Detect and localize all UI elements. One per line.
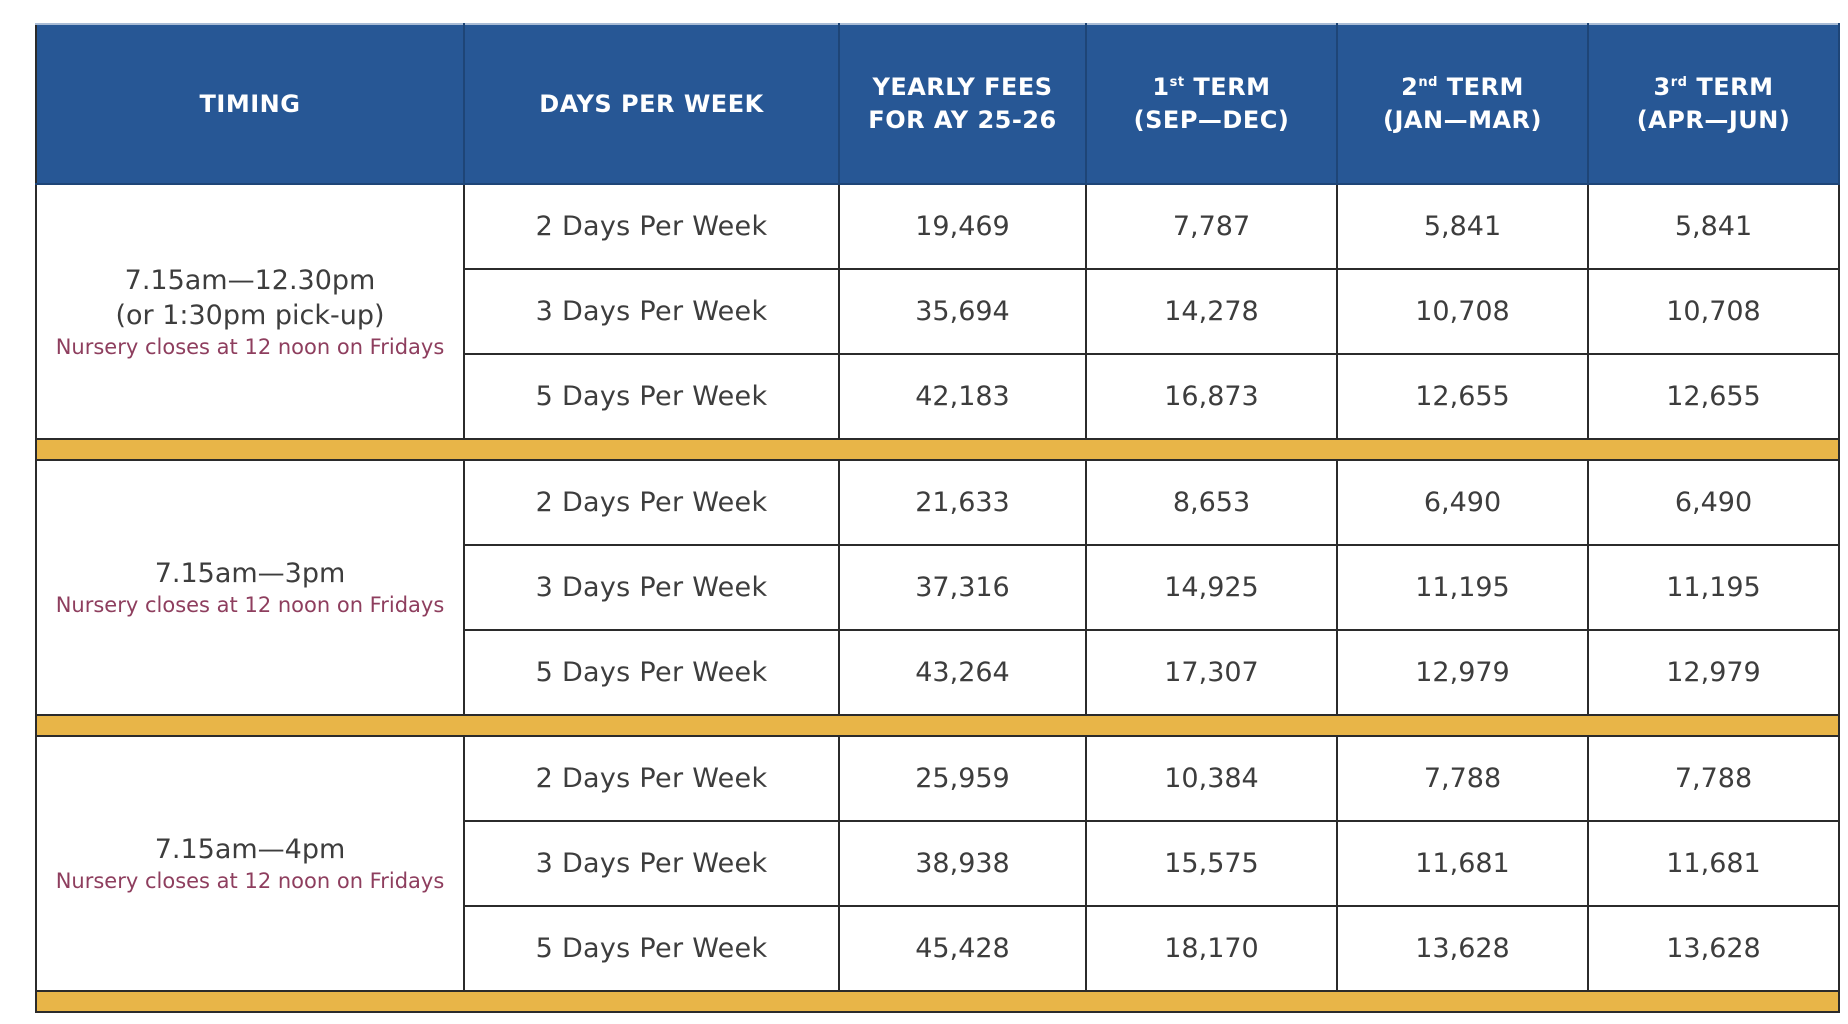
table-row: 5 Days Per Week 45,428 18,170 13,628 13,628 bbox=[36, 905, 1840, 992]
yearly-fee-cell: 43,264 bbox=[838, 629, 1087, 716]
yearly-fee-cell: 37,316 bbox=[838, 544, 1087, 631]
term-2-cell: 12,979 bbox=[1336, 629, 1589, 716]
term-3-cell: 5,841 bbox=[1587, 183, 1840, 270]
term-1-cell: 15,575 bbox=[1085, 820, 1338, 907]
yearly-fee-cell: 42,183 bbox=[838, 353, 1087, 440]
term-1-cell: 14,278 bbox=[1085, 268, 1338, 355]
table-row: 7.15am—3pm Nursery closes at 12 noon on F… bbox=[35, 459, 1840, 716]
timing-sublabel: (or 1:30pm pick-up) bbox=[115, 299, 385, 331]
term-1-cell: 14,925 bbox=[1085, 544, 1338, 631]
term-2-cell: 12,655 bbox=[1336, 353, 1589, 440]
term-2-cell: 5,841 bbox=[1336, 183, 1589, 270]
timing-label: 7.15am—4pm bbox=[154, 834, 346, 865]
header-days-per-week: DAYS PER WEEK bbox=[463, 23, 840, 185]
yearly-fee-cell: 19,469 bbox=[838, 183, 1087, 270]
days-cell: 2 Days Per Week bbox=[463, 735, 840, 822]
term-3-cell: 12,979 bbox=[1587, 629, 1840, 716]
term-3-cell: 11,681 bbox=[1587, 820, 1840, 907]
term-1-cell: 18,170 bbox=[1085, 905, 1338, 992]
timing-note: Nursery closes at 12 noon on Fridays bbox=[55, 334, 445, 359]
timing-label: 7.15am—12.30pm bbox=[124, 264, 376, 296]
term-2-cell: 7,788 bbox=[1336, 735, 1589, 822]
yearly-fee-cell: 45,428 bbox=[838, 905, 1087, 992]
yearly-fee-cell: 38,938 bbox=[838, 820, 1087, 907]
timing-cell: 7.15am—4pm Nursery closes at 12 noon on F… bbox=[35, 735, 465, 992]
days-cell: 2 Days Per Week bbox=[463, 459, 840, 546]
term-1-cell: 8,653 bbox=[1085, 459, 1338, 546]
header-timing: TIMING bbox=[35, 23, 465, 185]
table-row: 3 Days Per Week 37,316 14,925 11,195 11,195 bbox=[36, 544, 1840, 631]
table-row: 3 Days Per Week 35,694 14,278 10,708 10,708 bbox=[36, 268, 1840, 355]
timing-cell: 7.15am—12.30pm (or 1:30pm pick-up) Nursery… bbox=[35, 183, 465, 440]
separator-bar bbox=[35, 438, 1840, 461]
table-row: 5 Days Per Week 42,183 16,873 12,655 12,655 bbox=[36, 353, 1840, 440]
days-cell: 3 Days Per Week bbox=[463, 820, 840, 907]
table-row: 3 Days Per Week 38,938 15,575 11,681 11,681 bbox=[36, 820, 1840, 907]
days-cell: 5 Days Per Week bbox=[463, 905, 840, 992]
fee-table-body: 7.15am—12.30pm (or 1:30pm pick-up) Nursery… bbox=[35, 183, 1840, 1013]
group-separator bbox=[35, 990, 1840, 1013]
days-cell: 3 Days Per Week bbox=[463, 544, 840, 631]
term-2-cell: 6,490 bbox=[1336, 459, 1589, 546]
header-row: TIMING DAYS PER WEEK YEARLY FEES FOR AY … bbox=[35, 23, 1840, 185]
timing-note: Nursery closes at 12 noon on Fridays bbox=[55, 869, 445, 893]
group-separator bbox=[35, 714, 1840, 737]
term-1-cell: 10,384 bbox=[1085, 735, 1338, 822]
days-cell: 2 Days Per Week bbox=[463, 183, 840, 270]
yearly-fee-cell: 21,633 bbox=[838, 459, 1087, 546]
term-1-cell: 7,787 bbox=[1085, 183, 1338, 270]
term-3-cell: 12,655 bbox=[1587, 353, 1840, 440]
separator-bar bbox=[35, 714, 1840, 737]
term-2-cell: 13,628 bbox=[1336, 905, 1589, 992]
timing-cell: 7.15am—3pm Nursery closes at 12 noon on F… bbox=[35, 459, 465, 716]
term-3-cell: 11,195 bbox=[1587, 544, 1840, 631]
table-row: 7.15am—12.30pm (or 1:30pm pick-up) Nursery… bbox=[35, 183, 1840, 440]
term-3-cell: 6,490 bbox=[1587, 459, 1840, 546]
table-row: 5 Days Per Week 43,264 17,307 12,979 12,979 bbox=[36, 629, 1840, 716]
days-cell: 3 Days Per Week bbox=[463, 268, 840, 355]
yearly-fee-cell: 35,694 bbox=[838, 268, 1087, 355]
header-yearly-fees: YEARLY FEES FOR AY 25-26 bbox=[838, 23, 1087, 185]
term-2-cell: 11,195 bbox=[1336, 544, 1589, 631]
header-term-1: 1st TERM (SEP—DEC) bbox=[1085, 23, 1338, 185]
term-3-cell: 7,788 bbox=[1587, 735, 1840, 822]
table-row: 7.15am—4pm Nursery closes at 12 noon on F… bbox=[35, 735, 1840, 992]
group-separator bbox=[35, 438, 1840, 461]
term-2-cell: 11,681 bbox=[1336, 820, 1589, 907]
term-3-cell: 10,708 bbox=[1587, 268, 1840, 355]
days-cell: 5 Days Per Week bbox=[463, 629, 840, 716]
separator-bar bbox=[35, 990, 1840, 1013]
timing-label: 7.15am—3pm bbox=[154, 558, 346, 589]
timing-note: Nursery closes at 12 noon on Fridays bbox=[55, 593, 445, 617]
yearly-fee-cell: 25,959 bbox=[838, 735, 1087, 822]
term-1-cell: 17,307 bbox=[1085, 629, 1338, 716]
term-3-cell: 13,628 bbox=[1587, 905, 1840, 992]
fee-table: TIMING DAYS PER WEEK YEARLY FEES FOR AY … bbox=[35, 23, 1840, 1013]
header-term-3: 3rd TERM (APR—JUN) bbox=[1587, 23, 1840, 185]
header-term-2: 2nd TERM (JAN—MAR) bbox=[1336, 23, 1589, 185]
term-1-cell: 16,873 bbox=[1085, 353, 1338, 440]
days-cell: 5 Days Per Week bbox=[463, 353, 840, 440]
term-2-cell: 10,708 bbox=[1336, 268, 1589, 355]
